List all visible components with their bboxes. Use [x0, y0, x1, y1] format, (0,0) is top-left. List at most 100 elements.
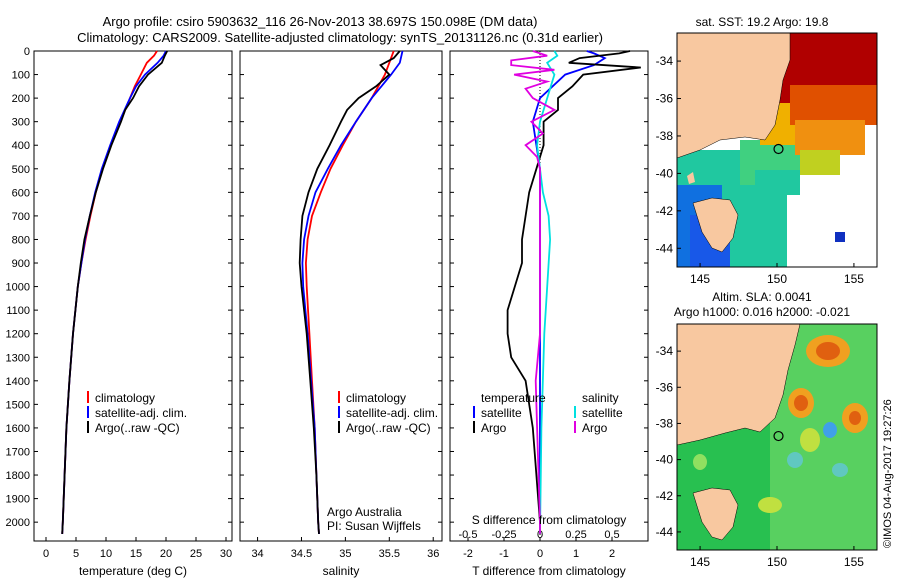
temperature-x-label: temperature (deg C): [79, 564, 187, 578]
difference-x-axis: -2 -1 0 1 2: [463, 537, 615, 560]
depth-tick-label: 1600: [6, 423, 30, 435]
latitude-tick-label: -44: [656, 525, 674, 539]
sst-argo-position-marker: [773, 143, 784, 155]
legend-climatology-label: climatology: [95, 391, 155, 405]
difference-panel: -2 -1 0 1 2 -0.5 -0.25 0 0.25 0.5 temperature sa…: [449, 50, 649, 578]
salinity-tick-label: 35: [339, 548, 351, 560]
depth-tick-label: 1200: [6, 329, 30, 341]
longitude-tick-label: 150: [767, 555, 787, 569]
s-difference-tick-label: 0: [537, 529, 543, 541]
salinity-tick-label: 34.5: [291, 548, 312, 560]
depth-tick-label: 600: [12, 187, 30, 199]
depth-tick-label: 2000: [6, 517, 30, 529]
salinity-x-axis: 34 34.5 35 35.5 36: [251, 537, 439, 560]
legend-climatology-label: climatology: [346, 391, 406, 405]
depth-tick-label: 1000: [6, 282, 30, 294]
depth-tick-label: 400: [12, 140, 30, 152]
legend-argo-label: Argo(..raw -QC): [95, 421, 180, 435]
series-line-argo-raw-qc-: [298, 50, 401, 534]
salinity-difference-ticks: -0.5 -0.25 0 0.25 0.5: [459, 529, 620, 541]
depth-tick-label: 1500: [6, 399, 30, 411]
temperature-plot-frame: [33, 50, 233, 542]
depth-tick-label: 1700: [6, 446, 30, 458]
difference-legend: temperature salinity satellite Argo sate…: [473, 391, 623, 435]
salinity-tick-label: 35.5: [379, 548, 400, 560]
legend-satellite-label: satellite-adj. clim.: [346, 406, 438, 420]
latitude-tick-label: -40: [656, 166, 674, 180]
sst-map-title: sat. SST: 19.2 Argo: 19.8: [696, 15, 829, 29]
sla-map-title-line-1: Altim. SLA: 0.0041: [712, 290, 812, 304]
latitude-tick-label: -42: [656, 489, 674, 503]
sla-map-axes: 145 150 155 -34 -36 -38 -40 -42 -44: [656, 344, 865, 569]
series-line-s-argo: [510, 50, 557, 534]
temperature-series: [61, 50, 169, 534]
depth-tick-label: 200: [12, 93, 30, 105]
temperature-panel: 0100200300400500600700800900100011001200…: [6, 46, 233, 578]
depth-tick-label: 800: [12, 234, 30, 246]
difference-plot-frame: [449, 50, 649, 542]
s-difference-tick-label: 0.25: [565, 529, 586, 541]
latitude-tick-label: -36: [656, 92, 674, 106]
salinity-panel: 34 34.5 35 35.5 36 salinity climatology sate…: [239, 50, 443, 578]
legend-argo-label: Argo(..raw -QC): [346, 421, 431, 435]
t-difference-label: T difference from climatology: [472, 564, 626, 578]
longitude-tick-label: 145: [690, 272, 710, 286]
difference-tick-label: 0: [537, 548, 543, 560]
difference-y-ticks: [450, 50, 648, 523]
difference-tick-label: -1: [499, 548, 509, 560]
legend-s-satellite-label: satellite: [582, 406, 623, 420]
s-difference-label: S difference from climatology: [472, 513, 627, 527]
depth-tick-label: 1400: [6, 376, 30, 388]
temperature-tick-label: 15: [130, 548, 142, 560]
salinity-plot-frame: [239, 50, 443, 542]
salinity-tick-label: 36: [427, 548, 439, 560]
s-difference-tick-label: -0.5: [459, 529, 478, 541]
temperature-x-axis: 0 5 10 15 20 25 30: [43, 537, 232, 560]
latitude-tick-label: -44: [656, 241, 674, 255]
salinity-tick-label: 34: [251, 548, 263, 560]
longitude-tick-label: 155: [844, 555, 864, 569]
depth-tick-label: 1300: [6, 352, 30, 364]
program-note-line-1: Argo Australia: [327, 505, 402, 519]
legend-temperature-heading: temperature: [481, 391, 546, 405]
salinity-series: [298, 50, 404, 534]
latitude-tick-label: -38: [656, 129, 674, 143]
salinity-x-label: salinity: [323, 564, 360, 578]
legend-s-argo-label: Argo: [582, 421, 608, 435]
temperature-tick-label: 0: [43, 548, 49, 560]
legend-salinity-heading: salinity: [582, 391, 619, 405]
legend-t-argo-label: Argo: [481, 421, 507, 435]
depth-tick-label: 100: [12, 70, 30, 82]
temperature-legend: climatology satellite-adj. clim. Argo(..…: [87, 391, 187, 435]
series-line-t-argo: [506, 50, 641, 534]
sla-map-image: [677, 324, 877, 550]
legend-t-satellite-label: satellite: [481, 406, 522, 420]
salinity-legend: climatology satellite-adj. clim. Argo(..…: [338, 391, 438, 435]
s-difference-tick-label: -0.25: [491, 529, 516, 541]
program-note-line-2: PI: Susan Wijffels: [327, 519, 421, 533]
depth-tick-label: 1900: [6, 494, 30, 506]
latitude-tick-label: -34: [656, 54, 674, 68]
latitude-tick-label: -40: [656, 453, 674, 467]
longitude-tick-label: 145: [690, 555, 710, 569]
sla-map-title-line-2: Argo h1000: 0.016 h2000: -0.021: [674, 305, 850, 319]
sla-argo-position-marker: [773, 430, 784, 442]
temperature-tick-label: 10: [100, 548, 112, 560]
longitude-tick-label: 150: [767, 272, 787, 286]
series-line-argo-raw-qc-: [61, 50, 169, 534]
legend-satellite-label: satellite-adj. clim.: [95, 406, 187, 420]
difference-tick-label: 1: [573, 548, 579, 560]
temperature-tick-label: 5: [73, 548, 79, 560]
salinity-y-ticks: [240, 50, 442, 523]
depth-tick-label: 300: [12, 117, 30, 129]
difference-tick-label: 2: [609, 548, 615, 560]
depth-tick-label: 900: [12, 258, 30, 270]
latitude-tick-label: -42: [656, 204, 674, 218]
header-line-1: Argo profile: csiro 5903632_116 26-Nov-2…: [103, 14, 538, 29]
header-line-2: Climatology: CARS2009. Satellite-adjuste…: [77, 30, 603, 45]
difference-series: [506, 50, 641, 534]
depth-tick-label: 700: [12, 211, 30, 223]
depth-tick-label: 1800: [6, 470, 30, 482]
latitude-tick-label: -38: [656, 416, 674, 430]
